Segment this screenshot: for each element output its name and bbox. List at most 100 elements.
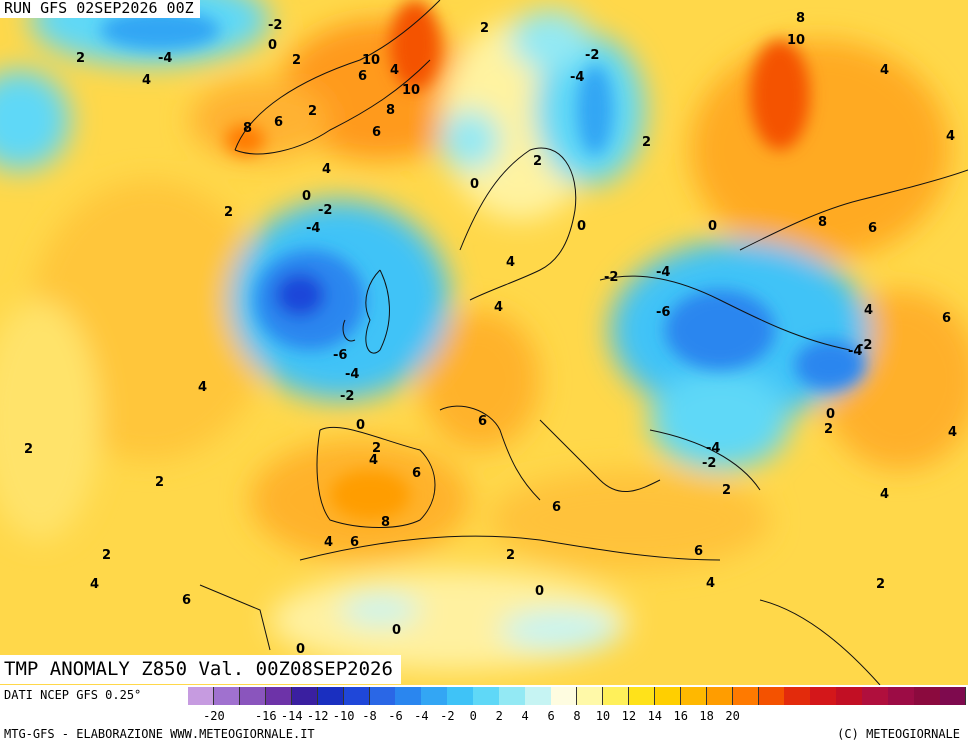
contour-label: 8 — [243, 121, 252, 136]
contour-label: -2 — [702, 456, 716, 471]
contour-label: -2 — [604, 270, 618, 285]
legend-tick-label: -2 — [440, 709, 455, 723]
legend-swatch — [654, 687, 682, 705]
contour-label: -4 — [345, 367, 359, 382]
svg-text:2: 2 — [292, 53, 301, 68]
contour-label: -6 — [656, 305, 670, 320]
contour-label: -6 — [333, 348, 347, 363]
svg-text:10: 10 — [362, 53, 380, 68]
svg-text:4: 4 — [880, 487, 889, 502]
svg-text:-4: -4 — [706, 441, 720, 456]
contour-label: 6 — [412, 466, 421, 481]
contour-label: 2 — [155, 475, 164, 490]
contour-label: -2 — [585, 48, 599, 63]
legend-tick-label: 12 — [621, 709, 637, 723]
legend-tick-label: 10 — [595, 709, 611, 723]
svg-text:-2: -2 — [858, 338, 872, 353]
svg-text:2: 2 — [224, 205, 233, 220]
contour-label: 4 — [369, 453, 378, 468]
legend-swatch — [421, 687, 448, 705]
contour-label: -2 — [268, 18, 282, 33]
legend-tick-label: -6 — [388, 709, 403, 723]
contour-label: 4 — [324, 535, 333, 550]
legend-tick-label: 6 — [547, 709, 555, 723]
svg-text:-4: -4 — [345, 367, 359, 382]
contour-label: 6 — [478, 414, 487, 429]
legend-swatch — [732, 687, 760, 705]
svg-text:2: 2 — [722, 483, 731, 498]
credit-right: (C) METEOGIORNALE — [837, 727, 960, 741]
svg-text:6: 6 — [942, 311, 951, 326]
svg-text:-6: -6 — [656, 305, 670, 320]
map-title: TMP ANOMALY Z850 Val. 00Z08SEP2026 — [0, 655, 401, 684]
svg-text:4: 4 — [948, 425, 957, 440]
contour-label: 0 — [826, 407, 835, 422]
contour-label: 4 — [142, 73, 151, 88]
svg-text:2: 2 — [24, 442, 33, 457]
svg-text:2: 2 — [76, 51, 85, 66]
contour-label: 2 — [506, 548, 515, 563]
legend-swatch — [499, 687, 526, 705]
svg-text:4: 4 — [506, 255, 515, 270]
svg-text:4: 4 — [142, 73, 151, 88]
legend-swatch — [343, 687, 371, 705]
contour-label: 2 — [292, 53, 301, 68]
contour-label: -2 — [340, 389, 354, 404]
contour-label: 4 — [506, 255, 515, 270]
contour-label: 0 — [535, 584, 544, 599]
svg-text:6: 6 — [694, 544, 703, 559]
legend-tick-label: 14 — [647, 709, 663, 723]
svg-text:0: 0 — [268, 38, 277, 53]
svg-text:-2: -2 — [318, 203, 332, 218]
svg-text:0: 0 — [535, 584, 544, 599]
legend-tick-label: 8 — [573, 709, 581, 723]
svg-text:2: 2 — [102, 548, 111, 563]
legend-swatch — [188, 687, 215, 705]
footer: DATI NCEP GFS 0.25° -20 -16 -14 -12 -10 -8 -6-… — [0, 685, 968, 745]
svg-text:-4: -4 — [848, 344, 862, 359]
contour-label: 2 — [824, 422, 833, 437]
contour-label: 6 — [372, 125, 381, 140]
contour-label: -4 — [570, 70, 584, 85]
legend-swatch — [551, 687, 578, 705]
contour-label: -2 — [318, 203, 332, 218]
contour-label: 2 — [102, 548, 111, 563]
legend-swatch — [395, 687, 422, 705]
legend-swatch — [602, 687, 630, 705]
contour-label: 2 — [24, 442, 33, 457]
contour-label: 2 — [876, 577, 885, 592]
svg-text:6: 6 — [274, 115, 283, 130]
svg-text:2: 2 — [372, 441, 381, 456]
legend-swatch — [525, 687, 552, 705]
svg-text:-4: -4 — [570, 70, 584, 85]
legend-tick-label: -12 — [306, 709, 329, 723]
contour-label: 0 — [302, 189, 311, 204]
legend-swatch — [706, 687, 734, 705]
contour-label: 8 — [386, 103, 395, 118]
legend-tick-label: 20 — [725, 709, 740, 723]
legend-swatch — [369, 687, 396, 705]
contour-label: 0 — [708, 219, 717, 234]
legend-swatch — [239, 687, 267, 705]
legend-swatch — [836, 687, 863, 705]
contour-label: 0 — [470, 177, 479, 192]
svg-text:8: 8 — [796, 11, 805, 26]
svg-text:-2: -2 — [340, 389, 354, 404]
contour-label: 2 — [642, 135, 651, 150]
svg-text:2: 2 — [155, 475, 164, 490]
credit-left: MTG-GFS - ELABORAZIONE WWW.METEOGIORNALE… — [4, 727, 315, 741]
svg-text:-4: -4 — [656, 265, 670, 280]
svg-text:0: 0 — [296, 642, 305, 657]
svg-text:2: 2 — [533, 154, 542, 169]
legend-tick-label: 4 — [521, 709, 529, 723]
contour-label: 6 — [868, 221, 877, 236]
legend-swatch — [940, 687, 967, 705]
contour-label: 2 — [533, 154, 542, 169]
contour-label: 6 — [694, 544, 703, 559]
svg-text:6: 6 — [358, 69, 367, 84]
svg-text:0: 0 — [708, 219, 717, 234]
svg-text:6: 6 — [350, 535, 359, 550]
contour-label: -4 — [656, 265, 670, 280]
legend-tick-label: -4 — [414, 709, 429, 723]
